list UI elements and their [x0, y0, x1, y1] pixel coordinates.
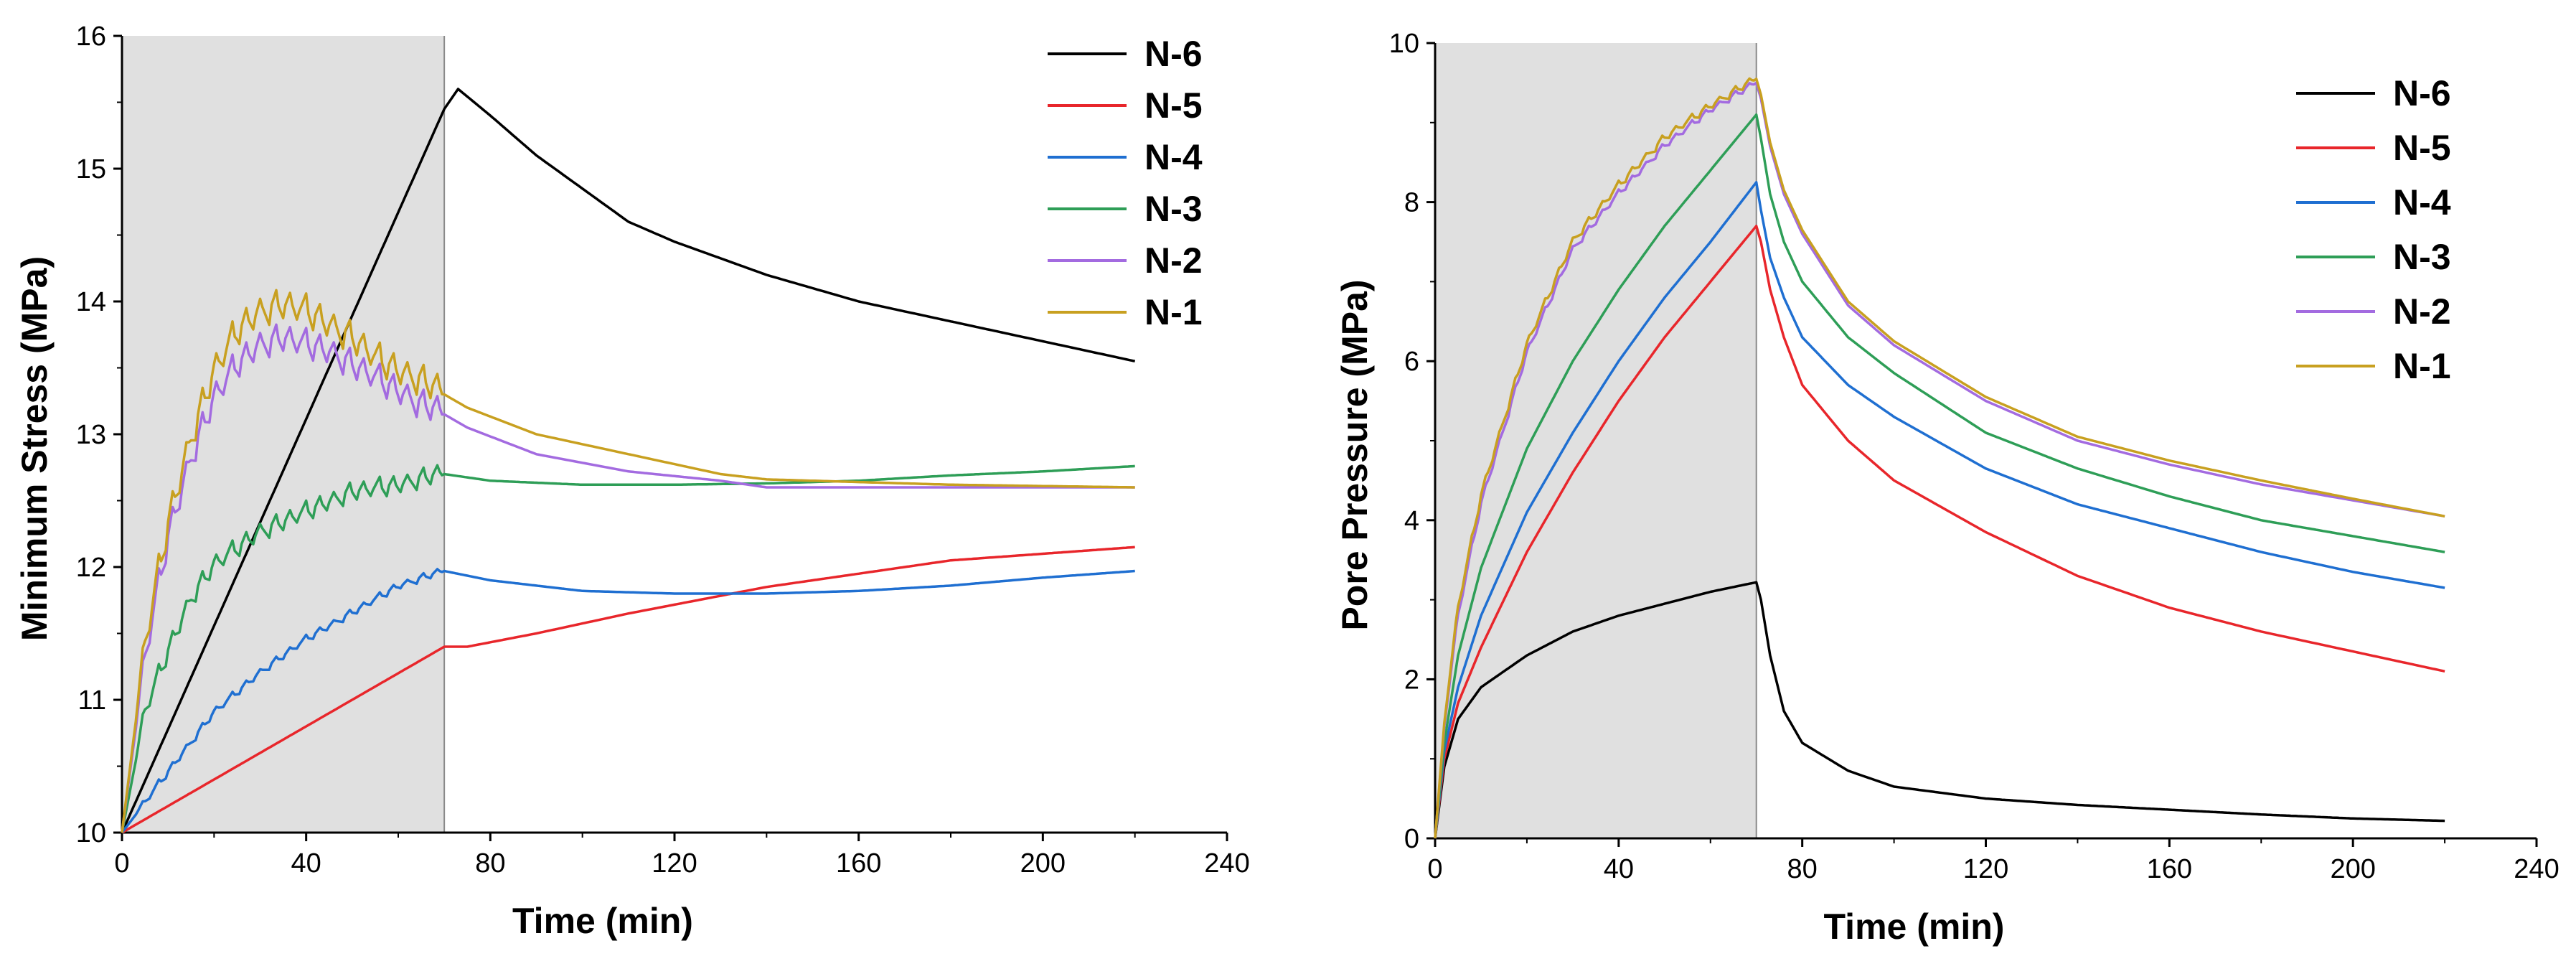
series-line-n-3	[1434, 113, 2445, 839]
minimum-stress-chart: 0 40 80 120 160 200 240 10 11 12 13 14 15 16 Time (min…	[14, 22, 1250, 941]
series-line-n-4	[1434, 181, 2445, 839]
legend-label-n-2: N-2	[1144, 240, 1203, 281]
legend-label-n-3: N-3	[2393, 237, 2451, 277]
y-tick-label: 2	[1404, 665, 1419, 695]
y-tick-label: 15	[76, 154, 106, 184]
x-axis-title: Time (min)	[512, 901, 693, 941]
x-tick-label: 40	[1604, 854, 1634, 884]
y-tick-label: 0	[1404, 824, 1419, 854]
x-tick-label: 80	[475, 848, 505, 879]
legend-label-n-4: N-4	[2393, 182, 2451, 223]
series-line-n-2	[121, 323, 1135, 833]
series-line-n-4	[121, 568, 1135, 834]
series-line-n-1	[1434, 77, 2445, 839]
y-tick-label: 8	[1404, 188, 1419, 218]
shaded-injection-region	[1435, 43, 1757, 838]
y-tick-label: 11	[78, 685, 106, 716]
y-tick-label: 13	[76, 420, 106, 450]
x-tick-label: 120	[1963, 854, 2008, 884]
legend-label-n-5: N-5	[2393, 128, 2451, 168]
legend-label-n-5: N-5	[1144, 85, 1203, 126]
series-line-n-3	[121, 464, 1135, 833]
x-tick-label: 240	[1204, 848, 1249, 879]
y-tick-label: 6	[1404, 347, 1419, 377]
x-tick-label: 160	[836, 848, 881, 879]
x-tick-label: 160	[2147, 854, 2192, 884]
legend-label-n-3: N-3	[1144, 189, 1203, 229]
y-tick-label: 12	[76, 553, 106, 583]
pore-pressure-chart: 0 40 80 120 160 200 240 0 2 4 6 8 10 Time (min) Pore P…	[1335, 29, 2559, 947]
y-tick-label: 10	[1389, 29, 1419, 59]
y-tick-label: 16	[76, 22, 106, 52]
series-line-n-6	[121, 88, 1136, 833]
y-axis-title: Minimum Stress (MPa)	[14, 256, 55, 641]
legend-label-n-6: N-6	[2393, 73, 2451, 113]
y-tick-label: 10	[76, 818, 106, 848]
x-tick-label: 0	[1427, 854, 1442, 884]
y-tick-label: 14	[76, 287, 106, 317]
x-tick-label: 80	[1787, 854, 1818, 884]
series-line-n-1	[121, 289, 1135, 833]
legend-label-n-2: N-2	[2393, 291, 2451, 332]
x-tick-label: 200	[1020, 848, 1066, 879]
x-tick-label: 0	[114, 848, 129, 879]
x-axis-title: Time (min)	[1824, 907, 2005, 947]
series-line-n-5	[1434, 225, 2445, 839]
legend-label-n-1: N-1	[2393, 346, 2451, 386]
x-tick-label: 240	[2514, 854, 2559, 884]
legend-label-n-6: N-6	[1144, 34, 1203, 74]
series-line-n-2	[1434, 81, 2445, 839]
shaded-injection-region	[122, 36, 445, 833]
x-tick-label: 200	[2330, 854, 2375, 884]
legend-label-n-4: N-4	[1144, 137, 1203, 177]
y-tick-label: 4	[1404, 506, 1419, 536]
series-line-n-6	[1434, 581, 2445, 839]
x-tick-label: 120	[652, 848, 697, 879]
x-tick-label: 40	[291, 848, 321, 879]
y-axis-title: Pore Pressure (MPa)	[1335, 279, 1375, 630]
legend-label-n-1: N-1	[1144, 292, 1203, 332]
series-line-n-5	[121, 545, 1135, 834]
